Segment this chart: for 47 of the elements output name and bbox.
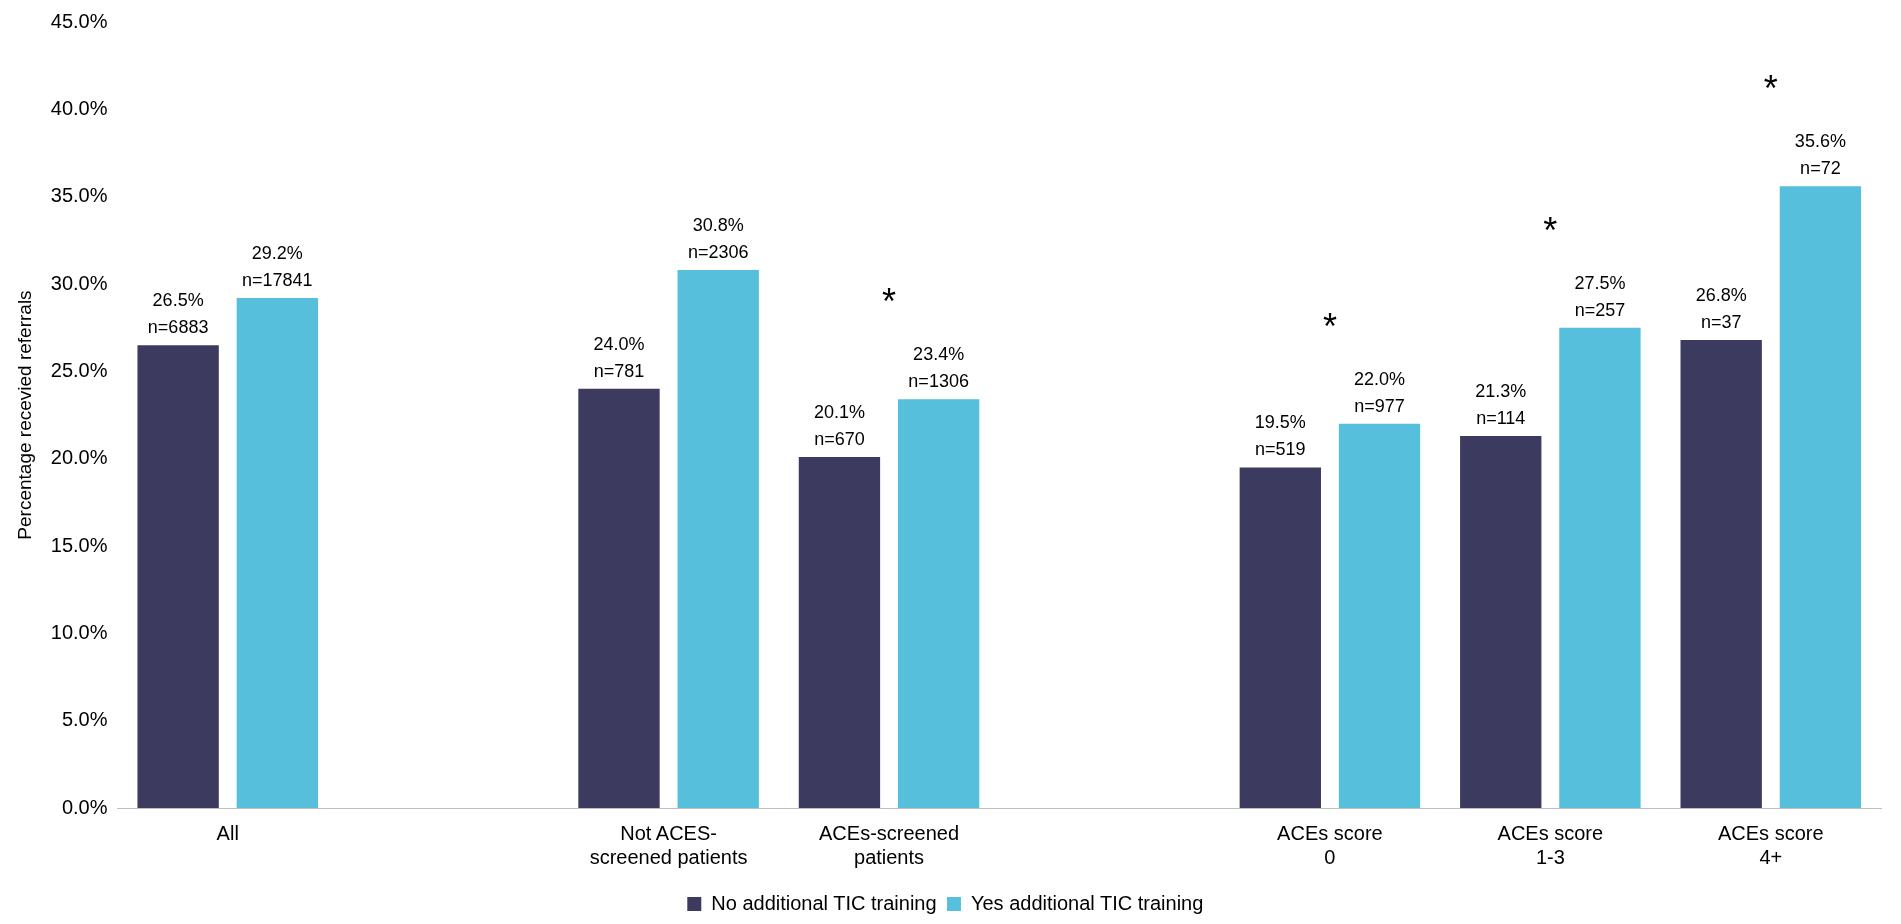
bar (1680, 339, 1762, 808)
y-tick-label: 0.0% (61, 795, 108, 818)
annotation: * (1763, 68, 1778, 110)
y-tick-label: 30.0% (50, 271, 108, 294)
bar (1338, 423, 1421, 808)
y-tick-label: 35.0% (50, 184, 108, 207)
legend-label: No additional TIC training (711, 891, 937, 914)
data-label: 29.2% n=17841 (242, 242, 313, 290)
annotation: * (882, 281, 897, 323)
data-label: 26.8% n=37 (1695, 284, 1747, 332)
legend-label: Yes additional TIC training (970, 891, 1204, 914)
bar (1559, 327, 1641, 808)
data-label: 22.0% n=977 (1353, 368, 1406, 416)
x-tick-label: Not ACES- screened patients (589, 821, 748, 868)
y-tick-label: 10.0% (50, 620, 108, 643)
data-label: 19.5% n=519 (1254, 412, 1306, 460)
bar (1239, 467, 1321, 808)
y-tick-label: 25.0% (50, 358, 108, 381)
y-axis-title: Percentage recevied referrals (13, 290, 35, 540)
y-tick-label: 5.0% (61, 708, 108, 731)
data-label: 26.5% n=6883 (147, 290, 209, 338)
data-label: 21.3% n=114 (1475, 380, 1527, 428)
data-label: 20.1% n=670 (813, 401, 865, 449)
bar (578, 388, 660, 808)
annotation: * (1322, 305, 1337, 347)
y-tick-label: 40.0% (50, 96, 108, 119)
y-tick-label: 45.0% (50, 9, 108, 32)
data-label: 23.4% n=1306 (908, 344, 969, 392)
x-tick-label: All (216, 821, 239, 844)
bar (1460, 435, 1542, 808)
bar (798, 456, 881, 808)
annotation: * (1543, 209, 1558, 251)
bar (1779, 186, 1862, 808)
data-label: 27.5% n=257 (1574, 272, 1626, 320)
x-tick-label: ACEs score 0 (1277, 821, 1383, 868)
y-tick-label: 20.0% (50, 446, 108, 469)
data-label: 24.0% n=781 (593, 333, 645, 381)
data-label: 35.6% n=72 (1794, 131, 1846, 179)
x-tick-label: ACEs score 4+ (1717, 821, 1824, 868)
bar (897, 399, 980, 808)
y-tick-label: 15.0% (50, 533, 108, 556)
bar (677, 270, 759, 808)
x-tick-label: ACEs-screened patients (819, 821, 960, 868)
bar (137, 345, 219, 808)
x-tick-label: ACEs score 1-3 (1497, 821, 1604, 868)
data-label: 30.8% n=2306 (687, 215, 749, 262)
bar (236, 297, 318, 808)
